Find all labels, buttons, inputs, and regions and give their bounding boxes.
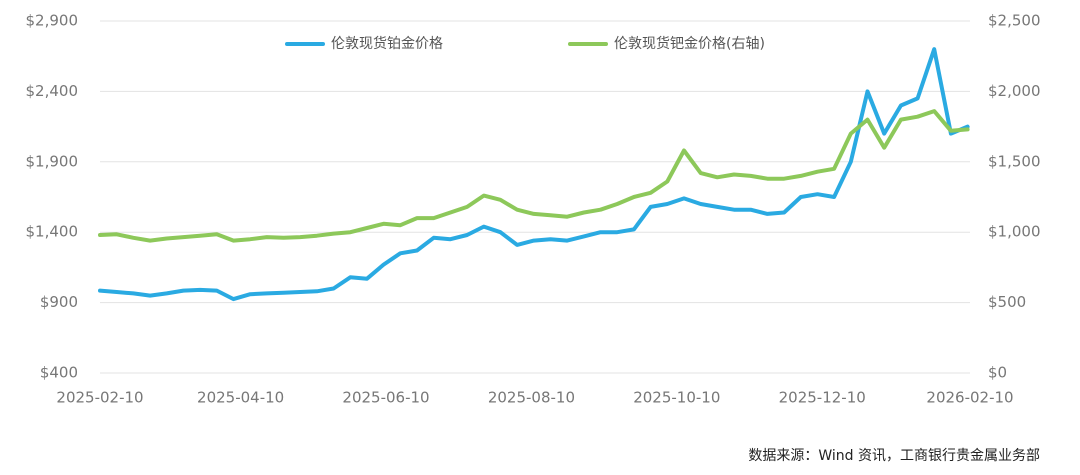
series-line	[98, 47, 970, 302]
y-tick-label: $400	[40, 364, 78, 382]
y-tick-label: $1,400	[26, 223, 79, 241]
y2-tick-label: $1,000	[988, 223, 1041, 241]
y-tick-label: $900	[40, 293, 78, 311]
legend-label: 伦敦现货铂金价格	[331, 35, 443, 52]
x-tick-label: 2025-12-10	[779, 389, 866, 407]
x-tick-label: 2025-06-10	[342, 389, 429, 407]
x-tick-label: 2025-02-10	[56, 389, 143, 407]
y2-tick-label: $2,000	[988, 82, 1041, 100]
y2-tick-label: $0	[988, 364, 1007, 382]
y-tick-label: $2,400	[26, 82, 79, 100]
series-line	[98, 109, 970, 243]
y2-tick-label: $1,500	[988, 152, 1041, 170]
x-tick-label: 2025-04-10	[197, 389, 284, 407]
x-tick-label: 2026-02-10	[926, 389, 1013, 407]
source-note: 数据来源：Wind 资讯，工商银行贵金属业务部	[748, 448, 1040, 464]
y2-tick-label: $2,500	[988, 12, 1041, 30]
x-tick-label: 2025-08-10	[488, 389, 575, 407]
y-tick-label: $1,900	[26, 152, 79, 170]
x-tick-label: 2025-10-10	[633, 389, 720, 407]
y2-tick-label: $500	[988, 293, 1026, 311]
legend-label: 伦敦现货钯金价格(右轴)	[614, 35, 765, 52]
y-tick-label: $2,900	[26, 12, 79, 30]
